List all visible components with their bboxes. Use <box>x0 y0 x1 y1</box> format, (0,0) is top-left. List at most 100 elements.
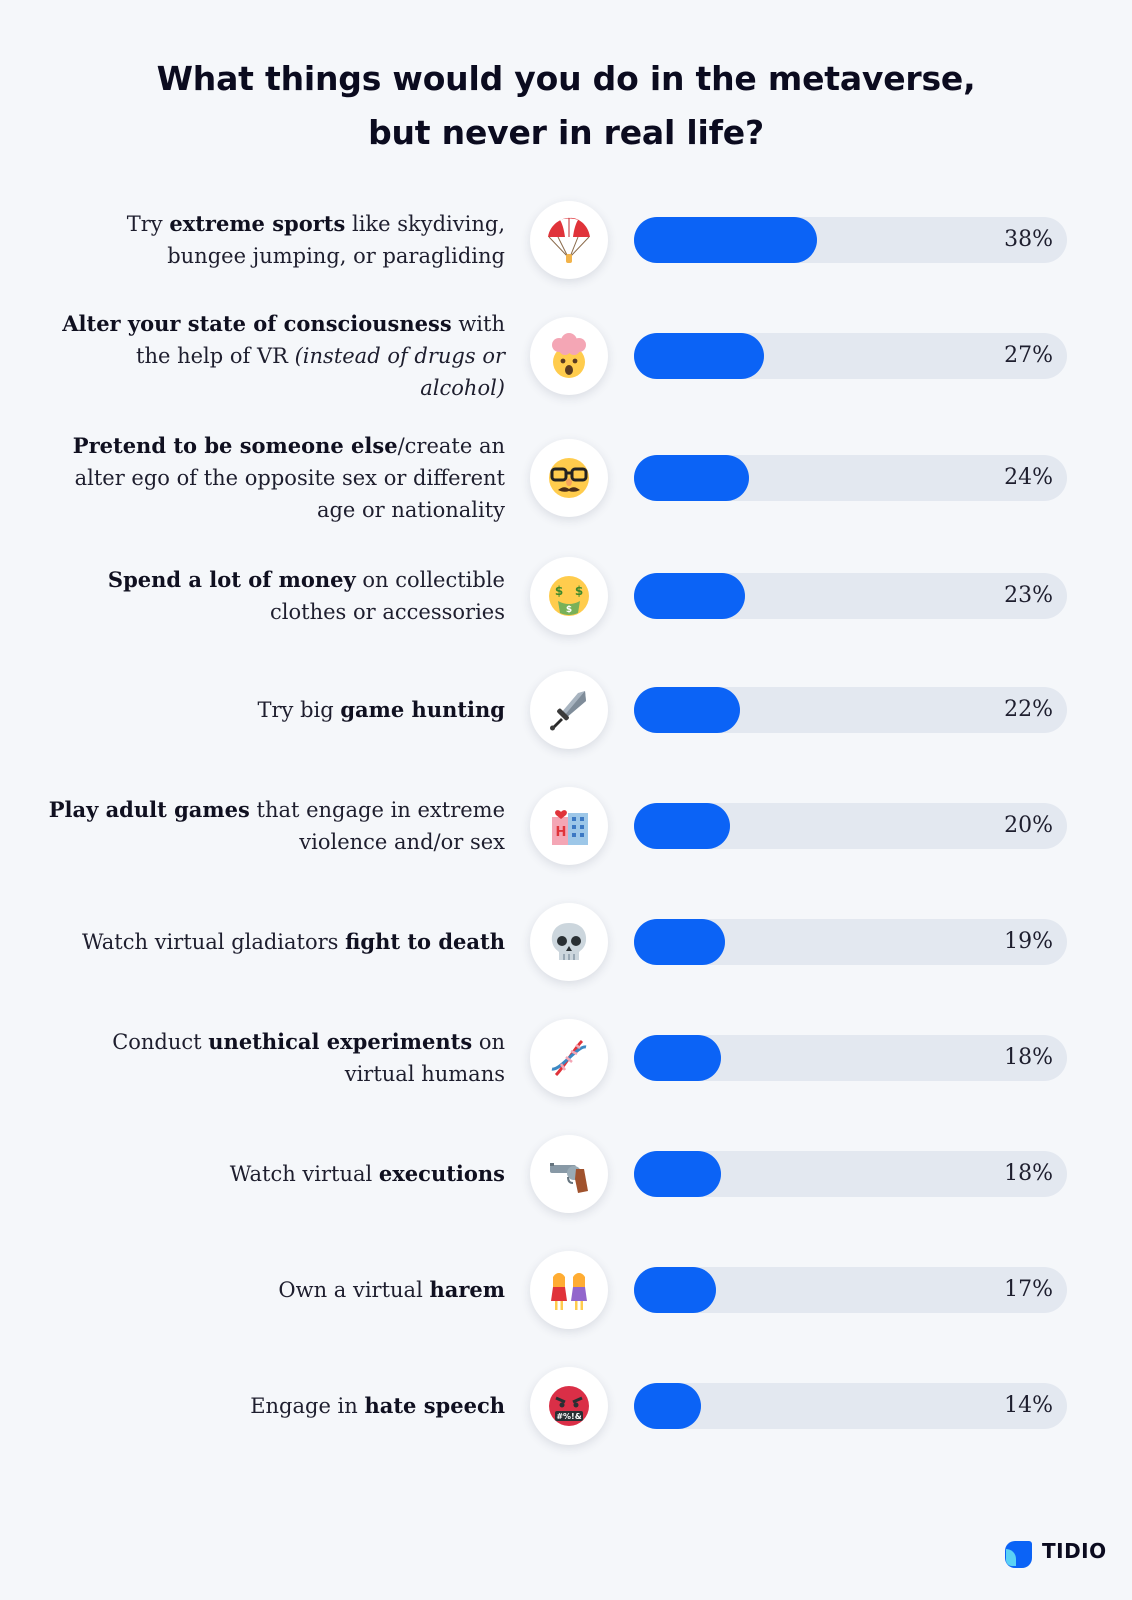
bar-track: 14% <box>634 1383 1067 1429</box>
bar-fill <box>634 1383 702 1429</box>
category-label-emphasis: Pretend to be someone else <box>72 433 398 458</box>
category-label-text: alter ego of the opposite sex or differe… <box>74 466 505 490</box>
bar-track: 27% <box>634 333 1067 379</box>
bar-track: 22% <box>634 687 1067 733</box>
category-label-text: on collectible <box>355 568 505 592</box>
tidio-logo: TIDIO <box>1002 1534 1107 1568</box>
value-label: 27% <box>1004 343 1053 368</box>
logo-text: TIDIO <box>1042 1539 1107 1563</box>
skull-icon <box>551 923 587 960</box>
category-label-line: Pretend to be someone else/create an <box>73 430 505 462</box>
bar-fill <box>634 573 745 619</box>
category-label-text: (instead of drugs or alcohol) <box>294 344 505 400</box>
category-label-line: Own a virtual harem <box>278 1274 505 1306</box>
exploding-head-icon <box>552 333 586 378</box>
category-label-text: Try big <box>257 698 341 722</box>
bar-fill <box>634 1267 716 1313</box>
category-label-emphasis: executions <box>378 1161 505 1186</box>
category-label-line: Watch virtual executions <box>230 1158 505 1190</box>
svg-text:$: $ <box>566 605 572 615</box>
category-label-text: on <box>472 1030 505 1054</box>
chart-title-line-1: What things would you do in the metavers… <box>156 59 976 98</box>
two-women-icon <box>551 1273 587 1310</box>
category-label-line: virtual humans <box>112 1058 505 1090</box>
category-label-emphasis: fight to death <box>345 929 505 954</box>
category-label-text: Own a virtual <box>278 1278 430 1302</box>
dagger-icon <box>550 691 586 731</box>
bar-row: Conduct unethical experiments on virtual … <box>0 1003 1132 1113</box>
bar-fill <box>634 455 750 501</box>
parachute-icon <box>548 217 590 263</box>
bar-track: 19% <box>634 919 1067 965</box>
svg-text:$: $ <box>575 584 583 598</box>
category-label-line: Try big game hunting <box>258 694 506 726</box>
value-label: 19% <box>1004 929 1053 954</box>
category-label-text: like skydiving, <box>345 212 505 236</box>
category-label-text: the help of VR <box>136 344 295 368</box>
icon-badge <box>530 1019 608 1097</box>
bar-row: Pretend to be someone else/create an alte… <box>0 423 1132 533</box>
icon-badge: #%!& <box>530 1367 608 1445</box>
category-label: Try extreme sports like skydiving, bungee… <box>45 185 505 295</box>
bar-fill <box>634 333 764 379</box>
category-label-text: bungee jumping, or paragliding <box>167 244 505 268</box>
value-label: 17% <box>1004 1277 1053 1302</box>
bar-track: 38% <box>634 217 1067 263</box>
category-label-line: clothes or accessories <box>108 596 505 628</box>
icon-badge <box>530 1135 608 1213</box>
value-label: 23% <box>1004 583 1053 608</box>
category-label-emphasis: Play adult games <box>48 797 250 822</box>
category-label-line: Watch virtual gladiators fight to death <box>82 926 505 958</box>
category-label-line: Spend a lot of money on collectible <box>108 564 505 596</box>
category-label-emphasis: unethical experiments <box>208 1029 473 1054</box>
category-label-line: the help of VR (instead of drugs or alco… <box>45 340 505 404</box>
icon-badge <box>530 1251 608 1329</box>
category-label: Spend a lot of money on collectible cloth… <box>45 541 505 651</box>
category-label-line: Play adult games that engage in extreme <box>49 794 505 826</box>
bar-track: 20% <box>634 803 1067 849</box>
category-label: Watch virtual gladiators fight to death <box>45 887 505 997</box>
value-label: 18% <box>1004 1161 1053 1186</box>
bar-row: Own a virtual harem 17% <box>0 1235 1132 1345</box>
svg-text:#%!&: #%!& <box>556 1412 581 1421</box>
bar-track: 18% <box>634 1151 1067 1197</box>
category-label-text: Watch virtual <box>229 1162 379 1186</box>
icon-badge <box>530 317 608 395</box>
tidio-logo-icon <box>1005 1541 1032 1568</box>
pistol-icon <box>550 1163 588 1193</box>
category-label: Watch virtual executions <box>45 1119 505 1229</box>
category-label-text: clothes or accessories <box>270 600 505 624</box>
value-label: 38% <box>1004 227 1053 252</box>
chart-title-line-2: but never in real life? <box>368 113 764 152</box>
value-label: 18% <box>1004 1045 1053 1070</box>
category-label-text: Watch virtual gladiators <box>82 930 346 954</box>
category-label-line: Engage in hate speech <box>250 1390 505 1422</box>
bar-track: 23% <box>634 573 1067 619</box>
category-label: Engage in hate speech <box>45 1351 505 1461</box>
icon-badge <box>530 201 608 279</box>
bar-fill <box>634 1151 721 1197</box>
category-label-text: Conduct <box>112 1030 209 1054</box>
category-label-text: violence and/or sex <box>299 830 505 854</box>
category-label-text: Engage in <box>250 1394 365 1418</box>
bar-track: 18% <box>634 1035 1067 1081</box>
dna-icon <box>551 1039 587 1077</box>
category-label-emphasis: extreme sports <box>169 211 346 236</box>
bar-row: Engage in hate speech #%!& 14% <box>0 1351 1132 1461</box>
category-label-line: Conduct unethical experiments on <box>112 1026 505 1058</box>
category-label: Pretend to be someone else/create an alte… <box>45 423 505 533</box>
svg-text:$: $ <box>555 584 563 598</box>
love-hotel-icon: H <box>552 810 588 845</box>
category-label-line: alter ego of the opposite sex or differe… <box>73 462 505 494</box>
bar-row: Spend a lot of money on collectible cloth… <box>0 541 1132 651</box>
category-label-emphasis: hate speech <box>364 1393 505 1418</box>
disguised-face-icon <box>549 458 589 498</box>
bar-row: Watch virtual executions 18% <box>0 1119 1132 1229</box>
category-label-text: that engage in extreme <box>249 798 506 822</box>
bar-fill <box>634 217 817 263</box>
icon-badge: H <box>530 787 608 865</box>
value-label: 14% <box>1004 1393 1053 1418</box>
bar-fill <box>634 687 740 733</box>
icon-badge <box>530 439 608 517</box>
category-label-emphasis: Alter your state of consciousness <box>62 311 452 336</box>
